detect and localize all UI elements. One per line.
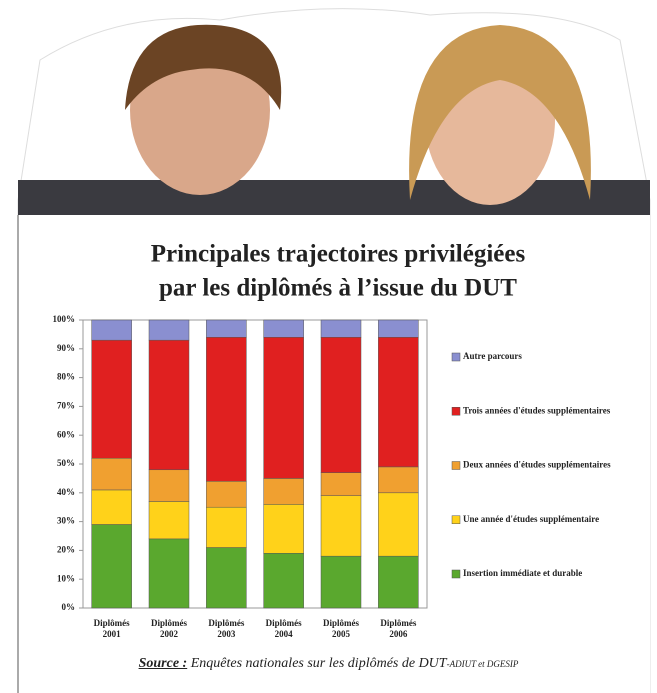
bar-segment — [92, 490, 132, 525]
bar-segment — [149, 501, 189, 538]
bar-segment — [206, 337, 246, 481]
chart-title: par les diplômés à l’issue du DUT — [159, 275, 517, 302]
bar-segment — [378, 556, 418, 608]
bar-segment — [264, 337, 304, 478]
y-tick-label: 70% — [57, 400, 75, 410]
y-tick-label: 0% — [62, 602, 76, 612]
bar-segment — [149, 340, 189, 470]
x-tick-label: Diplômés 2006 — [374, 618, 422, 640]
bar-segment — [321, 320, 361, 337]
legend-swatch — [452, 570, 460, 578]
y-tick-label: 10% — [57, 573, 75, 583]
bar-segment — [264, 478, 304, 504]
y-tick-label: 30% — [57, 516, 75, 526]
x-tick-label: Diplômés 2002 — [145, 618, 193, 640]
bar-segment — [321, 556, 361, 608]
y-tick-label: 50% — [57, 458, 75, 468]
y-tick-label: 40% — [57, 487, 75, 497]
legend-label: Trois années d'études supplémentaires — [463, 405, 611, 415]
legend-swatch — [452, 516, 460, 524]
bar-segment — [378, 493, 418, 556]
bar-segment — [264, 320, 304, 337]
bar-segment — [206, 507, 246, 547]
x-tick-label: Diplômés 2001 — [88, 618, 136, 640]
bar-segment — [149, 320, 189, 340]
x-tick-label: Diplômés 2003 — [202, 618, 250, 640]
x-tick-label: Diplômés 2004 — [260, 618, 308, 640]
bar-segment — [149, 539, 189, 608]
bar-segment — [92, 458, 132, 490]
bar-segment — [92, 340, 132, 458]
bar-segment — [321, 473, 361, 496]
chart: Principales trajectoires privilégiées pa… — [0, 0, 657, 693]
bar-segment — [321, 337, 361, 472]
y-tick-label: 100% — [53, 314, 76, 324]
page: Principales trajectoires privilégiées pa… — [0, 0, 657, 693]
photo-shadow — [18, 180, 650, 220]
y-tick-label: 60% — [57, 429, 75, 439]
source-text: Enquêtes nationales sur les diplômés de … — [191, 656, 447, 671]
bar-segment — [92, 320, 132, 340]
source-suffix: -ADIUT et DGESIP — [447, 659, 519, 669]
legend-label: Insertion immédiate et durable — [463, 568, 582, 578]
bar-segment — [206, 481, 246, 507]
y-tick-label: 90% — [57, 343, 75, 353]
bar-segment — [149, 470, 189, 502]
bar-segment — [264, 553, 304, 608]
bar-segment — [378, 467, 418, 493]
bar-segment — [206, 548, 246, 608]
source-label: Source : — [139, 656, 188, 671]
bar-segment — [264, 504, 304, 553]
bar-segment — [378, 337, 418, 467]
legend-swatch — [452, 353, 460, 361]
legend-label: Une année d'études supplémentaire — [463, 514, 599, 524]
bar-segment — [92, 524, 132, 608]
y-tick-label: 20% — [57, 544, 75, 554]
legend-swatch — [452, 462, 460, 470]
source: Source : Enquêtes nationales sur les dip… — [0, 656, 657, 672]
legend-label: Autre parcours — [463, 351, 522, 361]
chart-title: Principales trajectoires privilégiées — [151, 241, 526, 268]
bar-segment — [378, 320, 418, 337]
bar-segment — [206, 320, 246, 337]
legend-swatch — [452, 407, 460, 415]
x-tick-label: Diplômés 2005 — [317, 618, 365, 640]
legend-label: Deux années d'études supplémentaires — [463, 460, 611, 470]
y-tick-label: 80% — [57, 372, 75, 382]
bar-segment — [321, 496, 361, 556]
